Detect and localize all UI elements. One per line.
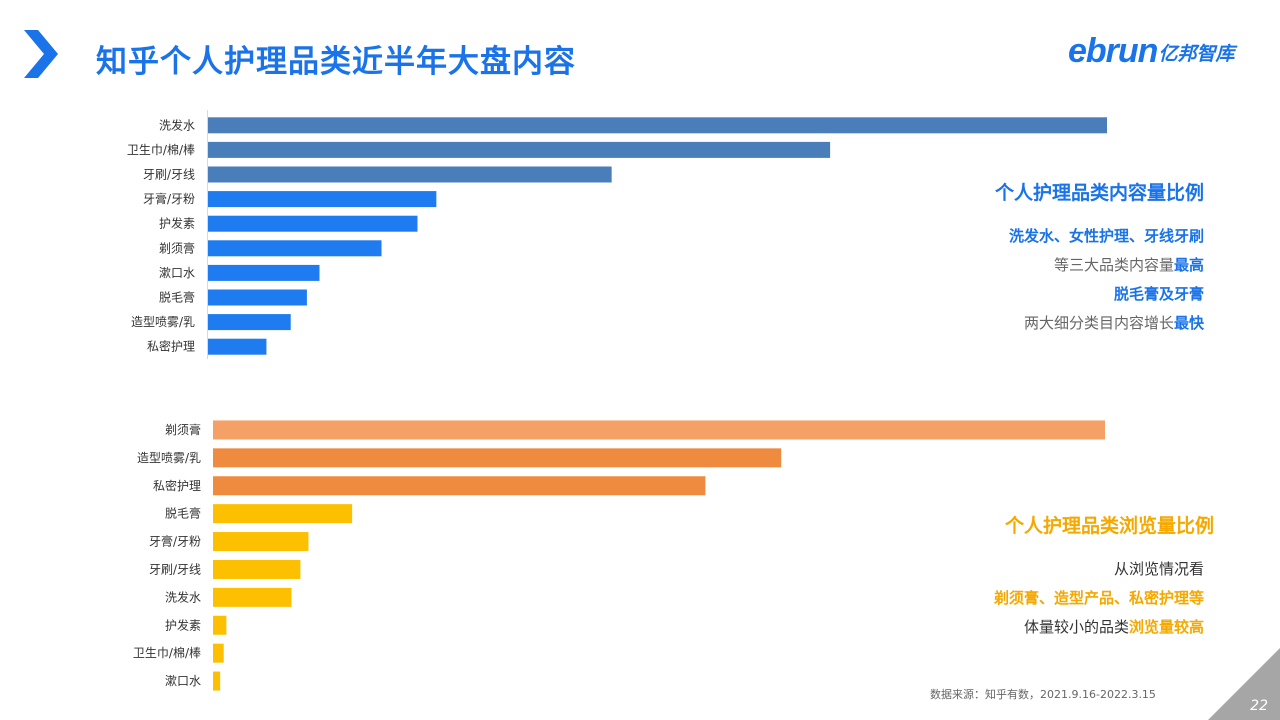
category-label: 私密护理	[153, 478, 201, 493]
content-panel-title: 个人护理品类内容量比例	[994, 182, 1204, 204]
bar	[213, 643, 224, 663]
content-panel-line4-text: 两大细分类目内容增长	[1023, 314, 1174, 332]
views-panel-line3-text: 体量较小的品类	[1023, 618, 1129, 636]
bar	[208, 117, 1107, 134]
bar	[208, 166, 612, 183]
bar	[208, 314, 291, 331]
bar	[208, 191, 437, 208]
page-number: 22	[1250, 698, 1268, 714]
category-label: 漱口水	[165, 674, 201, 688]
views-panel-title: 个人护理品类浏览量比例	[1004, 515, 1214, 537]
category-label: 造型喷雾/乳	[131, 315, 195, 329]
bar	[213, 615, 227, 635]
bar	[208, 289, 307, 306]
category-label: 造型喷雾/乳	[137, 451, 201, 465]
page-corner-decoration	[1208, 648, 1280, 720]
content-panel-line3: 脱毛膏及牙膏	[1113, 285, 1204, 303]
data-source-note: 数据来源：知乎有数，2021.9.16-2022.3.15	[930, 688, 1156, 701]
view-volume-chart: 剃须膏造型喷雾/乳私密护理脱毛膏牙膏/牙粉牙刷/牙线洗发水护发素卫生巾/棉/棒漱…	[133, 420, 1105, 691]
content-volume-chart: 洗发水卫生巾/棉/棒牙刷/牙线牙膏/牙粉护发素剃须膏漱口水脱毛膏造型喷雾/乳私密…	[127, 110, 1107, 359]
category-label: 卫生巾/棉/棒	[127, 143, 195, 157]
category-label: 洗发水	[159, 117, 195, 132]
views-panel-line3-emphasis: 浏览量较高	[1128, 618, 1204, 636]
category-label: 牙膏/牙粉	[143, 191, 195, 206]
view-volume-panel: 个人护理品类浏览量比例 从浏览情况看 剃须膏、造型产品、私密护理等 体量较小的品…	[994, 511, 1214, 642]
chevron-right-icon	[24, 30, 58, 78]
category-label: 牙膏/牙粉	[149, 534, 201, 549]
content-volume-panel: 个人护理品类内容量比例 洗发水、女性护理、牙线牙刷 等三大品类内容量最高 脱毛膏…	[995, 178, 1204, 338]
brand-logo: ebrun 亿邦智库	[1068, 28, 1234, 68]
category-label: 护发素	[159, 216, 195, 231]
bar	[213, 587, 292, 607]
content-panel-line2-emphasis: 最高	[1173, 256, 1204, 274]
views-panel-line3: 体量较小的品类浏览量较高	[994, 613, 1204, 642]
bar	[213, 420, 1105, 440]
bar	[208, 264, 320, 281]
bar	[213, 504, 353, 524]
content-panel-line2-text: 等三大品类内容量	[1053, 256, 1174, 274]
bar	[213, 476, 706, 496]
content-panel-line4: 两大细分类目内容增长最快	[995, 309, 1204, 338]
category-label: 漱口水	[159, 266, 195, 280]
category-label: 洗发水	[165, 589, 201, 604]
category-label: 脱毛膏	[165, 506, 201, 521]
bar	[208, 141, 831, 158]
content-panel-line2: 等三大品类内容量最高	[995, 251, 1204, 280]
views-panel-line2: 剃须膏、造型产品、私密护理等	[993, 589, 1204, 607]
category-label: 牙刷/牙线	[143, 168, 195, 182]
bar	[208, 215, 418, 232]
category-label: 剃须膏	[165, 422, 201, 437]
content-panel-line4-emphasis: 最快	[1173, 314, 1204, 332]
bar	[213, 532, 309, 552]
bar	[213, 671, 221, 691]
logo-text-cn: 亿邦智库	[1158, 43, 1235, 65]
category-label: 剃须膏	[159, 240, 195, 255]
content-panel-line1: 洗发水、女性护理、牙线牙刷	[1008, 227, 1204, 245]
page-title: 知乎个人护理品类近半年大盘内容	[96, 44, 576, 80]
category-label: 牙刷/牙线	[149, 562, 201, 576]
category-label: 脱毛膏	[159, 290, 195, 305]
logo-text-en: ebrun	[1068, 32, 1158, 70]
bar	[213, 559, 301, 579]
category-label: 卫生巾/棉/棒	[133, 646, 201, 660]
category-label: 私密护理	[147, 339, 195, 354]
bar	[208, 240, 382, 257]
bar	[213, 448, 782, 468]
bar	[208, 338, 267, 355]
views-panel-line1: 从浏览情况看	[1113, 560, 1204, 578]
category-label: 护发素	[165, 617, 201, 632]
